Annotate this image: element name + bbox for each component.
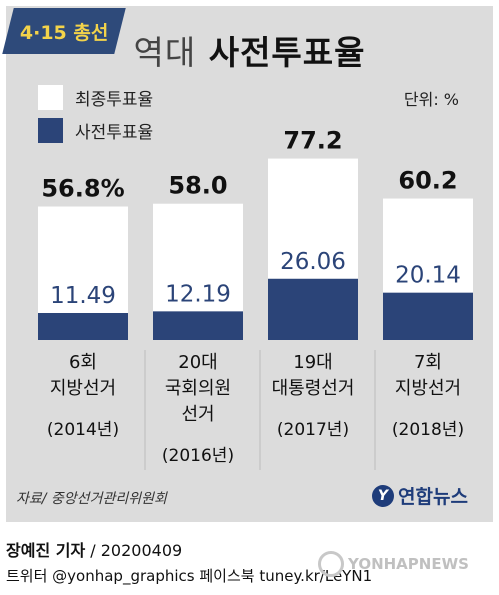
legend-swatch-early bbox=[38, 117, 63, 143]
early-turnout-bar bbox=[268, 278, 358, 340]
early-turnout-bar bbox=[153, 311, 243, 340]
legend-swatch-final bbox=[38, 84, 63, 110]
watermark-circle-icon bbox=[318, 551, 344, 577]
category-year: (2018년) bbox=[392, 420, 464, 440]
legend-label-final: 최종투표율 bbox=[75, 89, 154, 110]
early-turnout-label: 26.06 bbox=[280, 249, 346, 275]
category-year: (2017년) bbox=[277, 420, 349, 440]
chart-title: 역대 사전투표율 bbox=[0, 26, 499, 74]
category-label: 19대 bbox=[293, 352, 332, 373]
logo-mark-icon: Y bbox=[372, 484, 394, 507]
reporter-name: 장예진 기자 bbox=[6, 541, 86, 560]
early-turnout-label: 11.49 bbox=[50, 283, 116, 309]
category-label: 20대 bbox=[178, 352, 217, 373]
logo-text: 연합뉴스 bbox=[398, 486, 468, 508]
category-label: 대통령선거 bbox=[272, 378, 355, 399]
legend-item-early: 사전투표율 bbox=[38, 117, 154, 143]
category-label: 지방선거 bbox=[50, 378, 116, 399]
final-turnout-label: 56.8% bbox=[41, 175, 124, 203]
early-turnout-label: 12.19 bbox=[165, 281, 231, 307]
title-light: 역대 bbox=[133, 33, 197, 72]
early-turnout-bar bbox=[383, 292, 473, 340]
category-label: 국회의원 bbox=[165, 378, 231, 399]
category-label: 6회 bbox=[69, 352, 97, 373]
watermark: YONHAPNEWS bbox=[318, 551, 469, 577]
category-label: 7회 bbox=[414, 352, 442, 373]
category-label: 선거 bbox=[181, 404, 214, 425]
early-turnout-bar bbox=[38, 312, 128, 340]
credit-date: / 20200409 bbox=[85, 541, 183, 560]
category-label: 지방선거 bbox=[395, 378, 461, 399]
reporter-credit: 장예진 기자 / 20200409 bbox=[6, 537, 182, 561]
legend-item-final: 최종투표율 bbox=[38, 84, 154, 110]
category-year: (2016년) bbox=[162, 446, 234, 466]
unit-label: 단위: % bbox=[403, 90, 459, 109]
social-links: 트위터 @yonhap_graphics 페이스북 tuney.kr/LeYN1 bbox=[6, 567, 373, 585]
source-note: 자료/ 중앙선거관리위원회 bbox=[16, 491, 167, 507]
early-turnout-label: 20.14 bbox=[395, 263, 461, 289]
yonhap-logo: Y 연합뉴스 bbox=[372, 482, 468, 509]
final-turnout-label: 60.2 bbox=[398, 167, 457, 195]
title-bold: 사전투표율 bbox=[208, 33, 366, 72]
watermark-text: YONHAPNEWS bbox=[348, 555, 469, 573]
final-turnout-label: 77.2 bbox=[283, 127, 342, 155]
final-turnout-label: 58.0 bbox=[168, 172, 227, 200]
legend-label-early: 사전투표율 bbox=[75, 122, 154, 143]
category-year: (2014년) bbox=[47, 420, 119, 440]
